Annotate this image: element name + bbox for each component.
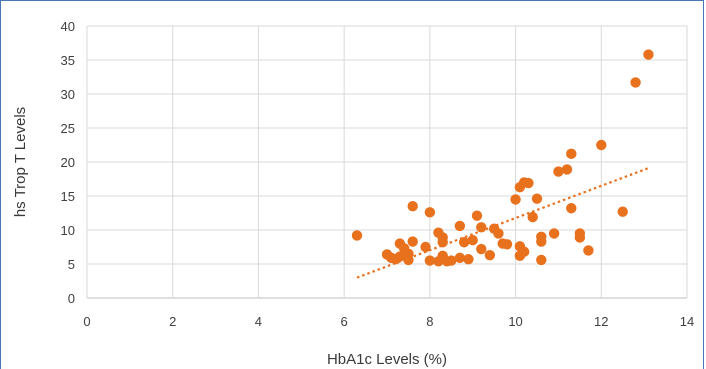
data-point [574, 232, 586, 243]
data-point [583, 245, 594, 256]
y-tick-label: 15 [61, 189, 75, 204]
y-tick-label: 0 [68, 291, 75, 306]
data-point [476, 243, 487, 255]
y-tick-label: 25 [61, 121, 75, 136]
data-point [553, 166, 564, 177]
data-point [446, 255, 457, 266]
data-point [407, 201, 418, 212]
x-tick-label: 2 [169, 314, 176, 329]
data-point [420, 241, 431, 253]
x-tick-label: 6 [341, 314, 348, 329]
data-point [403, 254, 414, 266]
data-point [531, 193, 543, 204]
data-point [424, 255, 436, 266]
data-point [536, 254, 547, 266]
data-point [536, 236, 547, 247]
y-tick-label: 10 [61, 223, 75, 238]
x-tick-label: 12 [594, 314, 608, 329]
data-point [566, 148, 577, 160]
y-axis-title: hs Trop T Levels [12, 107, 29, 217]
data-point [527, 211, 538, 223]
data-point [351, 230, 363, 241]
y-tick-label: 5 [68, 257, 75, 272]
data-point [454, 252, 466, 264]
data-point [548, 228, 560, 239]
data-point [643, 49, 654, 60]
data-point [501, 239, 513, 250]
data-point [407, 236, 418, 247]
x-axis-title: HbA1c Levels (%) [327, 351, 447, 368]
data-point [523, 177, 534, 189]
y-tick-label: 35 [61, 53, 75, 68]
y-tick-label: 40 [61, 19, 75, 34]
data-point [467, 235, 478, 246]
gridlines [86, 25, 688, 299]
y-tick-label: 30 [61, 87, 75, 102]
data-point [596, 139, 607, 151]
data-point [510, 194, 521, 205]
x-tick-label: 4 [255, 314, 262, 329]
data-point [463, 254, 474, 265]
x-tick-label: 10 [508, 314, 522, 329]
data-point [458, 237, 470, 248]
data-point [493, 228, 504, 239]
data-point [454, 220, 466, 232]
data-point [424, 207, 436, 218]
x-tick-label: 0 [83, 314, 90, 329]
data-point [630, 77, 641, 88]
x-tick-label: 8 [426, 314, 433, 329]
data-point [394, 251, 406, 262]
data-point [561, 164, 573, 175]
data-point [437, 237, 448, 248]
data-point [484, 249, 496, 261]
data-point [617, 206, 628, 217]
data-points [351, 49, 654, 267]
data-point [518, 246, 530, 257]
y-axis-ticks: 0 5 10 15 20 25 30 35 40 [61, 19, 75, 306]
data-point [476, 222, 487, 233]
x-axis-ticks: 0 2 4 6 8 10 12 14 [83, 314, 694, 329]
data-point [566, 203, 577, 214]
y-tick-label: 20 [61, 155, 75, 170]
data-point [471, 210, 483, 221]
x-tick-label: 14 [680, 314, 694, 329]
